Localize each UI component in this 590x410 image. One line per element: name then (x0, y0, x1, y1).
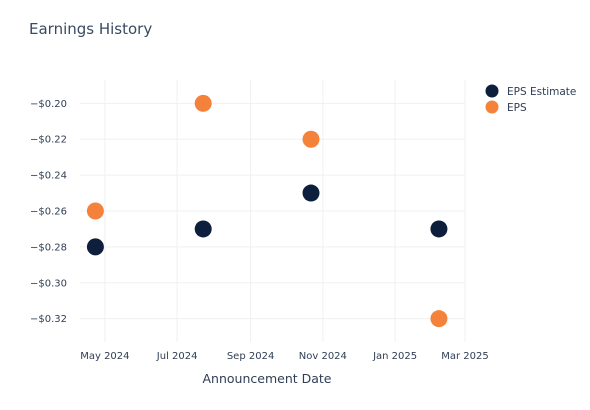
x-tick-label: May 2024 (80, 351, 129, 362)
x-tick-label: Sep 2024 (227, 351, 274, 362)
y-axis-ticks: −$0.20 −$0.22 −$0.24 −$0.26 −$0.28 −$0.30 −$0.… (30, 99, 67, 325)
x-axis-label: Announcement Date (203, 371, 332, 386)
y-tick-label: −$0.20 (30, 99, 67, 110)
y-tick-label: −$0.26 (30, 207, 67, 218)
legend-marker (485, 100, 499, 114)
point-eps[interactable] (430, 310, 448, 328)
legend-label[interactable]: EPS Estimate (507, 86, 576, 98)
legend-label[interactable]: EPS (507, 102, 527, 114)
x-axis-ticks: May 2024 Jul 2024 Sep 2024 Nov 2024 Jan 2025… (80, 351, 489, 362)
x-tick-label: Mar 2025 (441, 351, 489, 362)
x-tick-label: Nov 2024 (299, 351, 347, 362)
point-eps[interactable] (302, 130, 320, 148)
point-eps[interactable] (194, 94, 212, 112)
point-eps-estimate[interactable] (302, 184, 320, 202)
chart-title: Earnings History (29, 20, 153, 38)
legend-marker (485, 84, 499, 98)
y-tick-label: −$0.22 (30, 135, 67, 146)
data-points (86, 94, 448, 328)
y-tick-label: −$0.32 (30, 314, 67, 325)
point-eps[interactable] (86, 202, 104, 220)
x-tick-label: Jul 2024 (156, 351, 198, 362)
point-eps-estimate[interactable] (86, 238, 104, 256)
x-tick-label: Jan 2025 (372, 351, 417, 362)
y-tick-label: −$0.24 (30, 171, 67, 182)
point-eps-estimate[interactable] (194, 220, 212, 238)
grid-lines (80, 80, 466, 342)
y-tick-label: −$0.28 (30, 242, 67, 253)
point-eps-estimate[interactable] (430, 220, 448, 238)
y-tick-label: −$0.30 (30, 278, 67, 289)
legend[interactable]: EPS Estimate EPS (485, 84, 577, 115)
